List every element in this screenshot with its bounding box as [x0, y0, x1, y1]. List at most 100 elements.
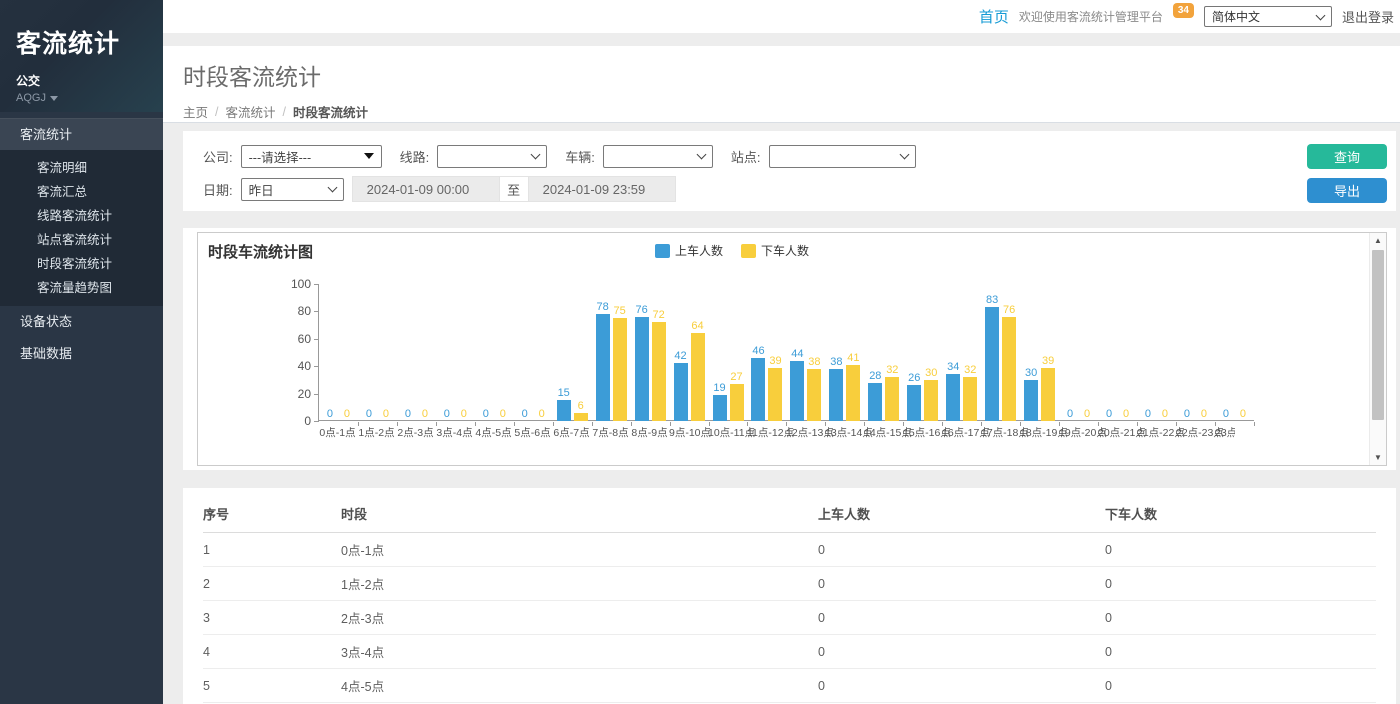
x-tick-label: 18点-19点 [1020, 427, 1068, 439]
bar-group: 75 [612, 284, 627, 421]
bar-group: 0 [1157, 284, 1172, 421]
page-header: 时段客流统计 主页 / 客流统计 / 时段客流统计 [163, 46, 1400, 123]
page-title: 时段客流统计 [183, 64, 321, 90]
sidebar-item[interactable]: 基础数据 [20, 346, 73, 361]
x-tick-mark [1214, 422, 1216, 426]
scrollbar-thumb[interactable] [1372, 250, 1384, 420]
x-tick-label: 8点-9点 [631, 427, 668, 439]
bar-value-label: 0 [421, 408, 428, 420]
export-button[interactable]: 导出 [1307, 178, 1387, 203]
bar-group: 15 [556, 284, 571, 421]
table-cell: 0点-1点 [341, 532, 818, 567]
language-select-value: 简体中文 [1211, 10, 1260, 24]
bar-group: 27 [729, 284, 744, 421]
bar-group: 0 [517, 284, 532, 421]
welcome-text: 欢迎使用客流统计管理平台 [1018, 10, 1163, 24]
table-cell: 5 [203, 668, 341, 703]
sidebar-logo-area: 客流统计 公交 AQGJ [0, 0, 163, 112]
x-tick-mark [747, 422, 749, 426]
table-column-header: 下车人数 [1105, 494, 1376, 533]
bar-group: 0 [400, 284, 415, 421]
chart-legend: 上车人数 下车人数 [198, 242, 1266, 259]
table-row: 2 1点-2点 0 0 [203, 566, 1376, 601]
sidebar-menu: 客流统计客流明细客流汇总线路客流统计 站点客流统计 时段客流统计 客流量趋势图设备状态… [0, 118, 163, 370]
sidebar-item[interactable]: 设备状态 [20, 314, 73, 329]
x-tick-label: 12点-13点 [786, 427, 834, 439]
bar-group: 72 [651, 284, 666, 421]
bar-group: 0 [322, 284, 337, 421]
line-select[interactable] [437, 144, 548, 168]
bar [651, 322, 666, 421]
logout-link[interactable]: 退出登录 [1341, 10, 1394, 25]
x-tick-mark [1059, 422, 1061, 426]
sidebar-subitem[interactable]: 站点客流统计 [37, 233, 113, 247]
table-cell: 1点-2点 [341, 566, 818, 601]
scrollbar-down-arrow[interactable]: ▼ [1374, 453, 1382, 462]
sidebar-subitem[interactable]: 客流量趋势图 [37, 281, 113, 295]
bar-value-label: 72 [652, 309, 665, 322]
bar-group: 32 [963, 284, 978, 421]
x-tick-mark [981, 422, 983, 426]
sidebar-subitem[interactable]: 时段客流统计 [37, 257, 113, 271]
sidebar-subitem[interactable]: 线路客流统计 [37, 209, 113, 223]
bar-group: 76 [634, 284, 649, 421]
chevron-down-icon [327, 182, 338, 193]
data-table: 序号 时段 上车人数 下车人数 1 0点-1点 0 0 2 1点-2点 0 0 3 2点-3点 0 0 4 3点… [203, 494, 1376, 704]
breadcrumb-home[interactable]: 主页 [183, 106, 209, 120]
station-select[interactable] [768, 144, 916, 168]
bar-group: 76 [1002, 284, 1017, 421]
bar-group: 0 [361, 284, 376, 421]
date-preset-select[interactable]: 昨日 [240, 177, 344, 201]
table-cell: 0 [1105, 532, 1376, 567]
home-link[interactable]: 首页 [978, 9, 1009, 26]
x-tick-mark [513, 422, 515, 426]
date-to-input[interactable]: 2024-01-09 23:59 [527, 176, 676, 202]
org-code-dropdown[interactable]: AQGJ [16, 92, 163, 104]
filter-row-1: 公司: ---请选择--- 线路: 车辆: 站点: [203, 144, 1396, 168]
bar-group: 26 [907, 284, 922, 421]
app-title: 客流统计 [16, 30, 121, 58]
bar-group: 0 [439, 284, 454, 421]
language-select[interactable]: 简体中文 [1203, 6, 1332, 27]
table-row: 65点-6点00 [203, 702, 1376, 704]
bar-group: 0 [1179, 284, 1194, 421]
x-tick-label: 17点-18点 [981, 427, 1029, 439]
legend-label: 上车人数 [674, 244, 723, 258]
bar [556, 400, 571, 421]
x-tick-label: 9点-10点 [669, 427, 712, 439]
x-tick-label: 21点-22点 [1137, 427, 1185, 439]
bar-group: 38 [829, 284, 844, 421]
x-tick-label: 5点-6点 [514, 427, 551, 439]
bar [634, 316, 649, 421]
table-cell: 3 [203, 600, 341, 635]
table-cell: 0 [818, 600, 1105, 635]
sidebar-subitem[interactable]: 客流汇总 [37, 185, 88, 199]
company-select[interactable]: ---请选择--- [240, 144, 382, 168]
chart-category: 15 6 [553, 284, 593, 426]
breadcrumb-section[interactable]: 客流统计 [225, 106, 276, 120]
bar-group: 0 [1140, 284, 1155, 421]
chart-scrollbar[interactable]: ▲ ▼ [1369, 233, 1386, 465]
x-tick-label: 15点-16点 [903, 427, 951, 439]
bar-group: 0 [1063, 284, 1078, 421]
bar [612, 318, 627, 421]
date-label: 日期: [203, 182, 233, 198]
bar-value-label: 34 [947, 361, 960, 374]
sidebar-subitem[interactable]: 客流明细 [37, 161, 88, 175]
scrollbar-up-arrow[interactable]: ▲ [1374, 236, 1382, 245]
bar-value-label: 0 [1105, 408, 1113, 420]
bar [690, 333, 705, 421]
breadcrumb-separator: / [215, 104, 219, 119]
chart-panel: 时段车流统计图 上车人数 下车人数 0 20 40 60 80 100 0 0 0 0 0 0 0 0 0 0 0… [183, 228, 1396, 470]
filter-row-2: 日期: 昨日 2024-01-09 00:00 至 2024-01-09 23:… [203, 176, 1396, 202]
vehicle-select[interactable] [602, 144, 713, 168]
sidebar-item[interactable]: 客流统计 [0, 118, 163, 150]
x-tick-label: 22点-23点 [1176, 427, 1224, 439]
legend-swatch-icon [741, 243, 756, 258]
bar [868, 382, 883, 421]
query-button[interactable]: 查询 [1307, 144, 1387, 169]
date-from-input[interactable]: 2024-01-09 00:00 [351, 176, 500, 202]
y-tick-mark [314, 366, 319, 368]
